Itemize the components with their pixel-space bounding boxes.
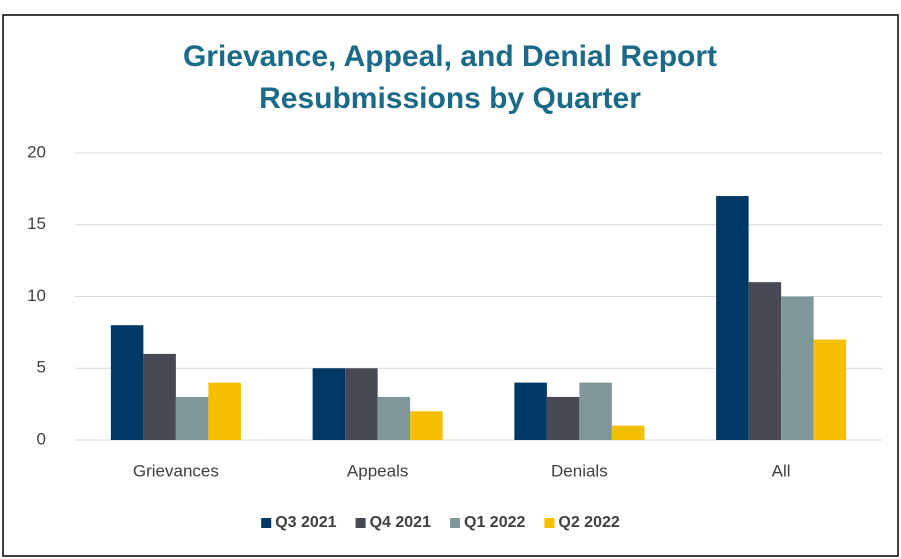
x-tick-label: Appeals — [347, 461, 408, 480]
bar — [410, 411, 443, 440]
bar — [716, 196, 749, 440]
legend-label: Q1 2022 — [464, 514, 525, 531]
bar — [345, 368, 378, 440]
bar — [546, 396, 580, 440]
bar — [813, 339, 847, 440]
legend-label: Q3 2021 — [275, 514, 336, 531]
bar — [110, 325, 144, 440]
y-tick-label: 10 — [27, 286, 46, 305]
legend-swatch — [261, 518, 272, 528]
chart-title: Resubmissions by Quarter — [259, 82, 641, 115]
bar — [143, 353, 176, 440]
y-tick-label: 20 — [27, 142, 46, 161]
bar — [175, 396, 209, 440]
bar — [208, 382, 241, 440]
x-tick-label: All — [772, 461, 791, 480]
bar — [748, 282, 782, 440]
legend-swatch — [544, 518, 555, 528]
chart-title: Grievance, Appeal, and Denial Report — [183, 40, 717, 73]
x-tick-label: Denials — [551, 461, 608, 480]
legend-swatch — [355, 518, 366, 528]
legend-label: Q4 2021 — [370, 514, 431, 531]
legend-swatch — [450, 518, 460, 528]
y-tick-label: 0 — [37, 429, 46, 448]
y-tick-label: 5 — [37, 358, 46, 377]
x-tick-label: Grievances — [133, 461, 219, 480]
y-tick-label: 15 — [27, 214, 46, 233]
bar — [611, 425, 645, 440]
bar — [312, 368, 346, 440]
bar — [781, 296, 814, 440]
legend-label: Q2 2022 — [558, 514, 619, 531]
bar — [377, 396, 411, 440]
bar — [579, 382, 612, 440]
bar — [514, 382, 547, 440]
